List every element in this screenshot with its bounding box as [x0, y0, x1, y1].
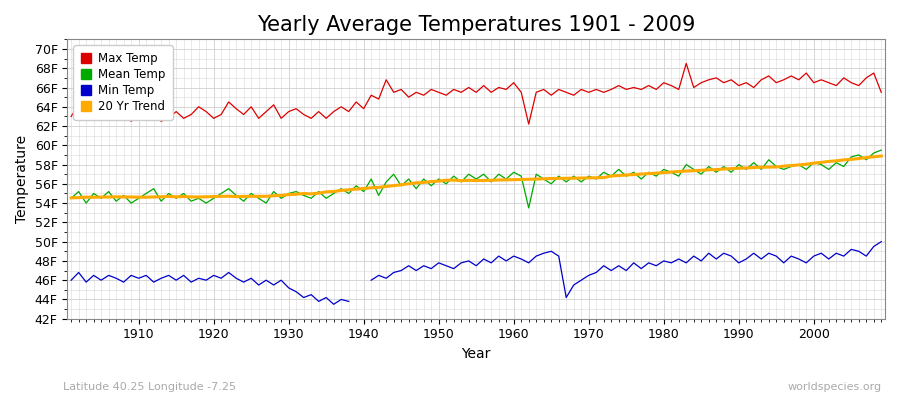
Y-axis label: Temperature: Temperature	[15, 135, 29, 223]
Text: Latitude 40.25 Longitude -7.25: Latitude 40.25 Longitude -7.25	[63, 382, 236, 392]
Legend: Max Temp, Mean Temp, Min Temp, 20 Yr Trend: Max Temp, Mean Temp, Min Temp, 20 Yr Tre…	[73, 45, 173, 120]
Text: worldspecies.org: worldspecies.org	[788, 382, 882, 392]
X-axis label: Year: Year	[462, 347, 490, 361]
Title: Yearly Average Temperatures 1901 - 2009: Yearly Average Temperatures 1901 - 2009	[257, 15, 696, 35]
